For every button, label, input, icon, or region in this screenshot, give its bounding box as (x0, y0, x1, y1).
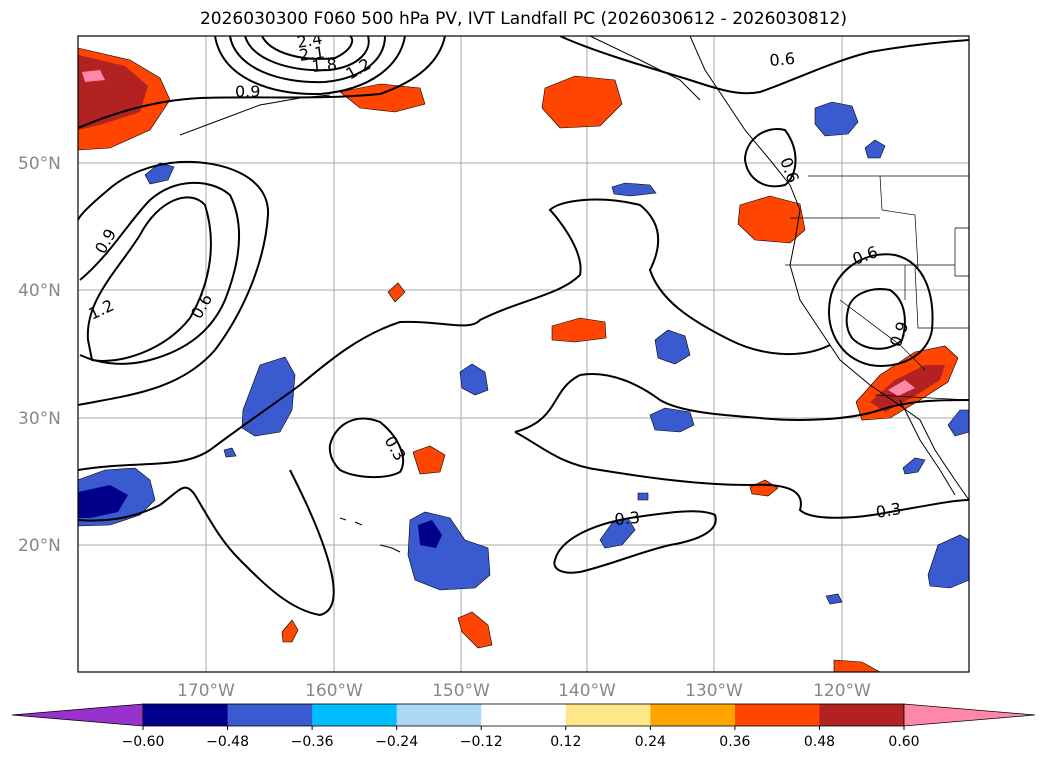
contour-1.5 (214, 36, 406, 96)
clabel-2.1: 2.1 (298, 43, 326, 65)
colorbar-tick-label: 0.48 (804, 734, 835, 750)
colorbar-segment (396, 704, 482, 726)
contour-0.6-east (559, 36, 969, 95)
contour-0.9-ca (845, 288, 906, 350)
blob-neg-12 (902, 457, 926, 475)
blob-neg-6 (611, 182, 657, 197)
colorbar-tick-label: −0.24 (375, 734, 418, 750)
north-america-coast (689, 36, 969, 501)
colorbar-segment (734, 704, 820, 726)
clabel-0.9-north: 0.9 (235, 82, 260, 101)
colorbar-tick-label: 0.12 (550, 734, 581, 750)
blob-small-1 (387, 282, 406, 303)
blob-central (551, 317, 607, 343)
contour-2.4 (261, 36, 354, 60)
pv-contours (78, 36, 969, 617)
baja-coast (899, 399, 956, 496)
blob-neg-11 (927, 534, 969, 589)
clabel-0.6-north: 0.6 (769, 49, 796, 70)
blob-gulf-alaska (541, 75, 623, 129)
colorbar: −0.60 −0.48 −0.36 −0.24 −0.12 0.12 0.24 0.36 0.4… (11, 703, 1036, 750)
contour-0.6-ca (828, 253, 934, 367)
colorbar-tick-label: −0.60 (122, 734, 165, 750)
colorbar-tick-label: −0.12 (460, 734, 503, 750)
contour-1.2-west (86, 196, 212, 362)
contour-0.6-pnw (743, 128, 797, 188)
boundaries (785, 175, 969, 401)
colorbar-segment (143, 704, 229, 726)
negative-anomaly-regions (78, 101, 969, 605)
blob-neg-8 (599, 517, 636, 549)
colorbar-left-extend (11, 703, 144, 727)
blob-small-5 (281, 619, 299, 643)
clabel-0.3-loop: 0.3 (614, 508, 641, 529)
colorbar-segment (481, 704, 567, 726)
clabel-2.4: 2.4 (295, 29, 323, 52)
blob-neg-10 (864, 139, 886, 159)
lat-label-30n: 30°N (18, 409, 61, 429)
latitude-labels: 50°N 40°N 30°N 20°N (18, 154, 61, 556)
colorbar-segment (819, 704, 905, 726)
lat-label-50n: 50°N (18, 154, 61, 174)
blob-neg-5 (649, 407, 695, 433)
colorbar-segments (142, 703, 905, 727)
blob-small-4 (457, 611, 493, 649)
colorbar-segment (227, 704, 313, 726)
lon-label-170w: 170°W (177, 681, 235, 701)
colorbar-tick-label: −0.36 (291, 734, 334, 750)
blob-neg-4 (654, 329, 691, 365)
positive-anomaly-regions (78, 47, 959, 672)
clabel-1.8: 1.8 (311, 55, 338, 76)
colorbar-tick-label: −0.48 (206, 734, 249, 750)
contour-2.1 (244, 36, 370, 72)
hawaii (339, 517, 401, 553)
map-title: 2026030300 F060 500 hPa PV, IVT Landfall… (199, 9, 847, 29)
blob-small-6 (833, 659, 881, 672)
contour-1.8 (229, 36, 386, 84)
blob-neg-9 (814, 101, 859, 137)
contour-0.3-main (78, 198, 831, 471)
blob-neg-3 (459, 363, 489, 396)
lon-label-160w: 160°W (305, 681, 363, 701)
longitude-labels: 170°W 160°W 150°W 140°W 130°W 120°W (177, 681, 871, 701)
blob-neg-14 (825, 593, 843, 605)
contour-0.9-north (78, 36, 446, 129)
contour-0.3-hawaii (328, 417, 405, 479)
contour-0.3-lower (514, 431, 969, 519)
contour-0.3-mid (514, 373, 969, 433)
lat-label-40n: 40°N (18, 281, 61, 301)
blob-neg-13 (947, 409, 969, 437)
blob-small-2 (412, 445, 446, 475)
lon-label-140w: 140°W (558, 681, 616, 701)
blob-aleutian (339, 83, 426, 113)
lon-label-120w: 120°W (813, 681, 871, 701)
colorbar-segment (312, 704, 398, 726)
contour-0.9-west (79, 181, 240, 365)
contour-0.3-west-tail (78, 469, 335, 617)
contour-0.6-west (78, 160, 270, 406)
lon-label-130w: 130°W (685, 681, 743, 701)
lon-label-150w: 150°W (432, 681, 490, 701)
colorbar-tick-label: 0.24 (635, 734, 666, 750)
colorbar-segment (650, 704, 736, 726)
map-border (77, 35, 970, 673)
blob-pnw (737, 195, 806, 244)
clabel-0.3-east: 0.3 (874, 499, 902, 522)
lat-label-20n: 20°N (18, 536, 61, 556)
colorbar-segment (565, 704, 651, 726)
colorbar-tick-label: 0.60 (888, 734, 919, 750)
colorbar-tick-label: 0.36 (719, 734, 750, 750)
colorbar-ticks: −0.60 −0.48 −0.36 −0.24 −0.12 0.12 0.24 0.36 0.4… (122, 726, 920, 750)
map-area: 2.4 2.1 1.8 1.2 0.9 0.9 1.2 0.6 0.6 0.6 … (78, 29, 969, 672)
contour-0.3-loop (553, 510, 717, 574)
colorbar-right-extend (903, 703, 1036, 727)
